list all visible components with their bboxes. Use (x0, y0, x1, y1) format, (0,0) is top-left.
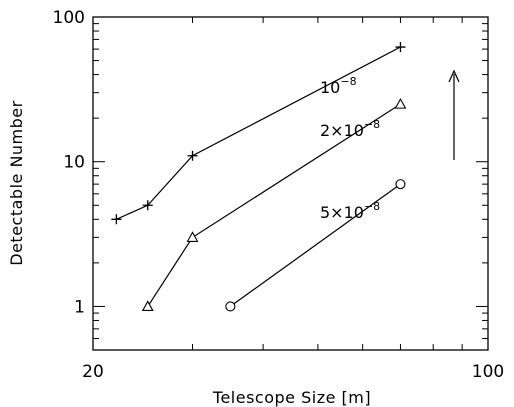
series-label-3: 5×10−8 (320, 200, 380, 222)
y-tick-label: 100 (53, 8, 85, 28)
tick-labels: 1 10 100 20 100 (53, 8, 505, 382)
series-2-marker (188, 232, 198, 241)
series-3-marker (396, 180, 405, 189)
series-1-marker (111, 214, 121, 224)
series-label-2-base: 2×10 (320, 121, 364, 140)
series-markers (111, 42, 405, 311)
series-1-marker (395, 42, 405, 52)
series-label-1-exponent: −8 (340, 75, 356, 88)
series-label-2: 2×10−8 (320, 118, 380, 140)
series-label-3-exponent: −8 (364, 200, 380, 213)
series-lines (116, 47, 400, 306)
x-tick-label: 20 (82, 362, 104, 382)
y-tick-label: 10 (63, 153, 85, 173)
series-2-marker (143, 301, 153, 310)
series-2-marker (395, 99, 405, 108)
x-axis-label: Telescope Size [m] (212, 388, 371, 407)
series-label-1-base: 10 (320, 78, 340, 97)
x-tick-label: 100 (472, 362, 504, 382)
series-3-marker (226, 302, 235, 311)
series-label-2-exponent: −8 (364, 118, 380, 131)
up-arrow-annotation (449, 71, 459, 160)
y-tick-label: 1 (74, 297, 85, 317)
series-label-3-base: 5×10 (320, 203, 364, 222)
series-label-1: 10−8 (320, 75, 357, 97)
y-axis-label: Detectable Number (7, 100, 26, 265)
